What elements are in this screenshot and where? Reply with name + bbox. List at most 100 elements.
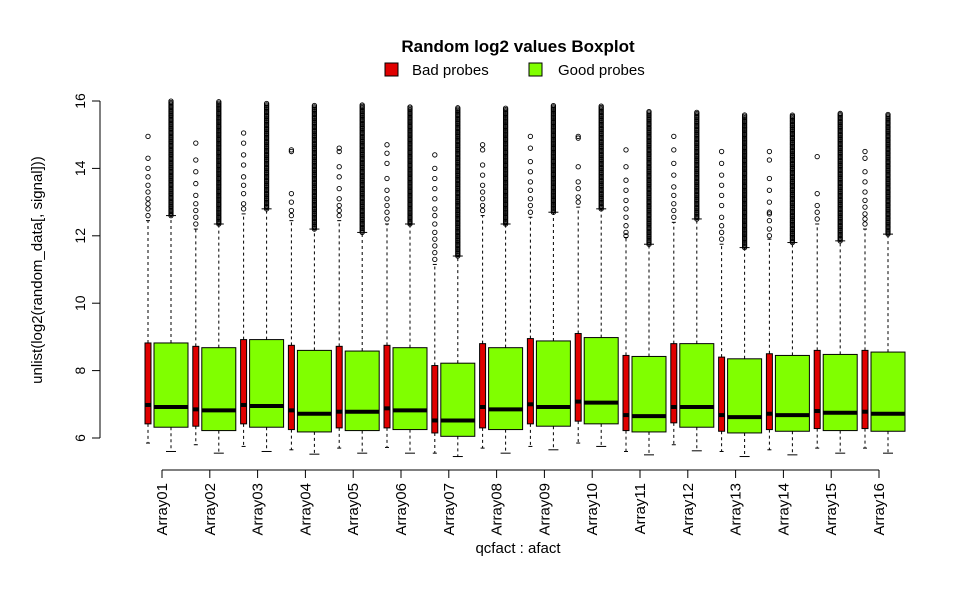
outlier-point — [671, 147, 677, 153]
x-tick-label: Array12 — [680, 483, 697, 536]
outlier-point — [623, 164, 629, 170]
y-tick-label: 12 — [72, 228, 88, 244]
legend: Bad probes Good probes — [384, 62, 645, 79]
box-iqr — [583, 337, 619, 425]
x-tick-label: Array05 — [345, 483, 362, 536]
outlier-point — [479, 182, 486, 188]
box-iqr — [631, 355, 667, 433]
outlier-point — [168, 98, 174, 104]
outlier-point — [862, 155, 868, 161]
box-iqr — [679, 343, 715, 428]
outlier-point — [193, 192, 199, 199]
box-bad-probes — [813, 153, 821, 449]
box-bad-probes — [383, 142, 391, 448]
outlier-point — [479, 162, 486, 168]
outlier-point — [718, 223, 725, 229]
outlier-point — [766, 217, 773, 224]
outlier-point — [766, 199, 773, 205]
outlier-point — [814, 209, 820, 215]
x-tick-label: Array08 — [489, 483, 506, 536]
outlier-point — [432, 236, 438, 242]
outlier-point — [145, 174, 151, 180]
outlier-point — [336, 212, 342, 219]
outlier-point — [479, 189, 486, 195]
box-good-probes — [583, 103, 619, 447]
outlier-point — [479, 142, 486, 148]
box-bad-probes — [479, 142, 487, 449]
outlier-point — [766, 233, 773, 239]
outlier-point — [145, 212, 151, 219]
box-bad-probes — [431, 152, 439, 454]
outlier-point — [384, 196, 390, 202]
outlier-point — [311, 102, 318, 109]
box-bad-probes — [718, 148, 726, 452]
outlier-point — [623, 197, 629, 204]
outlier-point — [575, 185, 581, 192]
outlier-point — [814, 153, 820, 160]
outlier-point — [814, 202, 820, 209]
outlier-point — [240, 182, 247, 188]
outlier-point — [766, 226, 773, 232]
outlier-point — [527, 179, 534, 185]
outlier-point — [193, 169, 199, 175]
x-tick-label: Array11 — [632, 483, 649, 534]
outlier-point — [718, 214, 725, 220]
box-bad-probes — [622, 147, 630, 452]
outlier-point — [384, 175, 390, 182]
outlier-point — [193, 180, 199, 187]
outlier-point — [336, 185, 342, 192]
outlier-point — [718, 148, 725, 155]
box-good-probes — [440, 105, 476, 458]
box-iqr — [153, 342, 189, 428]
outlier-point — [527, 209, 534, 215]
y-tick-label: 6 — [72, 434, 88, 442]
outlier-point — [623, 223, 629, 229]
outlier-point — [432, 196, 438, 202]
outlier-point — [193, 221, 199, 227]
chart-title: Random log2 values Boxplot — [401, 37, 635, 56]
box-iqr — [344, 350, 380, 432]
outlier-point — [479, 172, 486, 178]
outlier-point — [718, 202, 725, 209]
outlier-point — [193, 214, 199, 220]
outlier-point — [432, 185, 438, 192]
box-good-probes — [774, 112, 810, 456]
outlier-point — [527, 133, 534, 140]
outlier-point — [193, 201, 199, 207]
x-axis: Array01 Array02 Array03 Array04 Array05 Array… — [154, 469, 888, 536]
box-iqr — [813, 349, 821, 430]
outlier-point — [766, 157, 773, 163]
outlier-point — [527, 196, 534, 202]
outlier-point — [718, 182, 725, 188]
outlier-point — [432, 152, 438, 158]
outlier-point — [145, 182, 151, 188]
box-good-probes — [727, 112, 763, 458]
x-axis-label: qcfact : afact — [475, 540, 561, 557]
y-tick-label: 8 — [72, 366, 88, 374]
box-iqr — [526, 338, 534, 425]
box-iqr — [574, 333, 582, 422]
x-tick-label: Array06 — [393, 483, 410, 536]
outlier-point — [862, 169, 868, 175]
box-iqr — [535, 340, 571, 427]
x-tick-label: Array04 — [297, 483, 314, 536]
outlier-point — [145, 165, 151, 172]
outlier-point — [479, 207, 486, 214]
outlier-point — [240, 162, 247, 168]
box-iqr — [192, 345, 200, 427]
x-tick-label: Array14 — [775, 483, 792, 536]
outlier-point — [502, 105, 509, 111]
outlier-point — [766, 175, 773, 182]
box-iqr — [335, 345, 343, 429]
legend-swatch-bad-probes — [384, 62, 399, 77]
outlier-point — [575, 179, 581, 185]
box-good-probes — [535, 102, 571, 451]
x-tick-label: Array10 — [584, 483, 601, 536]
outlier-point — [432, 243, 438, 249]
x-tick-label: Array09 — [536, 483, 553, 536]
box-good-probes — [344, 102, 380, 454]
outlier-point — [336, 148, 342, 155]
box-iqr — [774, 354, 810, 432]
outlier-point — [766, 211, 773, 217]
